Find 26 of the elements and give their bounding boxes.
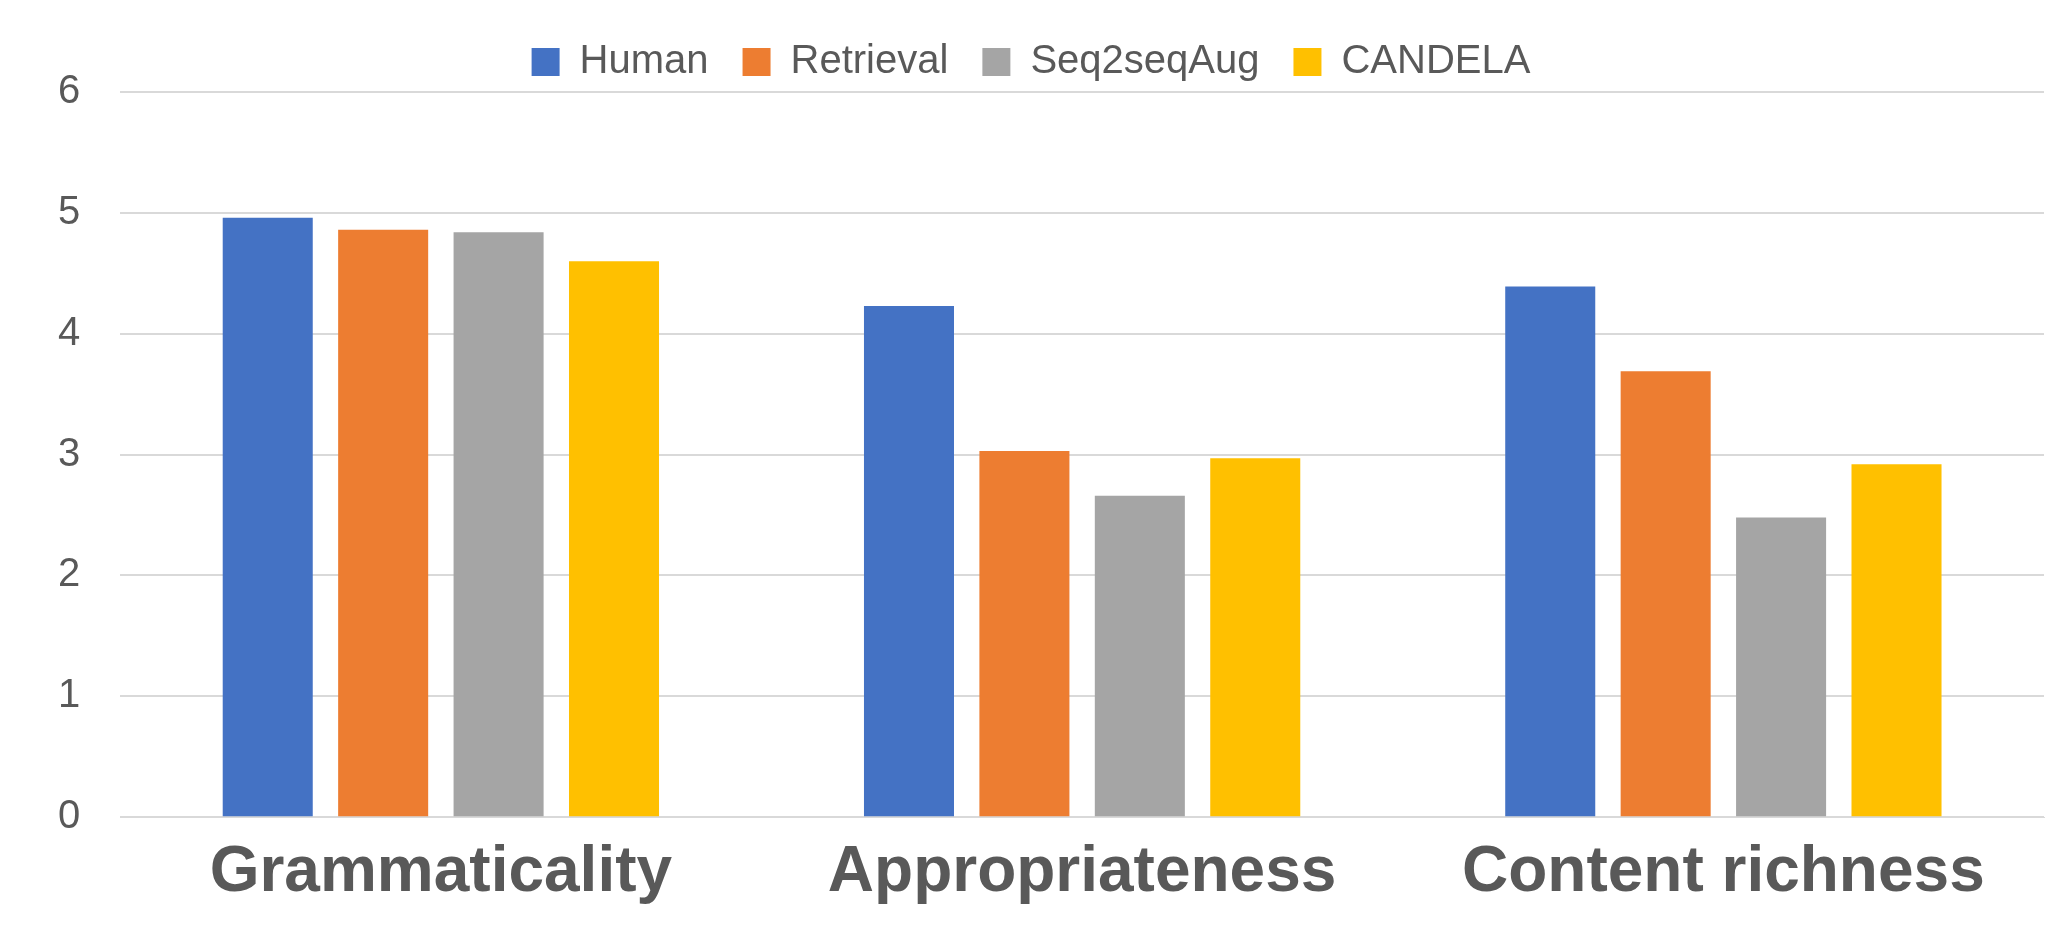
bar	[453, 232, 544, 817]
bar	[338, 229, 429, 817]
x-tick-label: Content richness	[1462, 833, 1985, 906]
bar	[863, 305, 954, 817]
y-tick-label: 1	[58, 671, 81, 716]
x-tick-label: Grammaticality	[209, 833, 673, 906]
legend-label: Seq2seqAug	[1030, 37, 1260, 82]
bar	[1620, 371, 1711, 817]
y-tick-label: 3	[58, 429, 81, 474]
bar	[1851, 464, 1942, 817]
legend-label: Retrieval	[790, 37, 949, 82]
y-tick-label: 6	[58, 67, 81, 112]
bar	[222, 217, 313, 817]
x-tick-label: Appropriateness	[827, 833, 1337, 906]
legend-label: Human	[579, 37, 709, 82]
y-tick-label: 5	[58, 187, 81, 232]
bar	[1094, 495, 1185, 817]
bar	[979, 450, 1070, 817]
legend-label: CANDELA	[1341, 37, 1531, 82]
y-tick-label: 2	[58, 550, 81, 595]
bar	[1736, 517, 1827, 817]
bar	[1210, 458, 1301, 817]
y-tick-label: 0	[58, 792, 81, 837]
bar	[1505, 286, 1596, 817]
bar	[568, 261, 660, 817]
y-tick-label: 4	[58, 308, 81, 353]
